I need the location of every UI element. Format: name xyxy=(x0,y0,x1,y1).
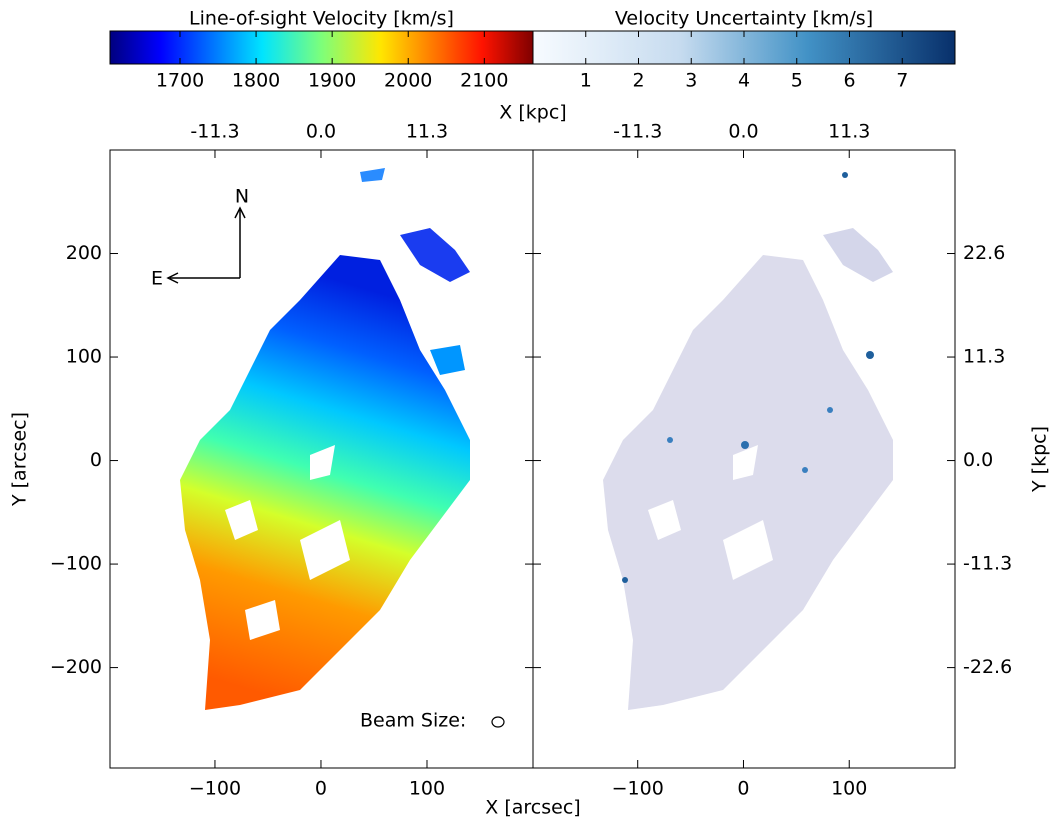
panel-frame xyxy=(532,149,956,769)
x-tick-label: −100 xyxy=(612,778,664,800)
hole xyxy=(245,600,280,640)
x2-tick-label: 11.3 xyxy=(406,121,448,143)
colorbar-label: Velocity Uncertainty [km/s] xyxy=(615,8,873,30)
arrowhead xyxy=(234,206,246,219)
x2-tick-label: -11.3 xyxy=(190,121,239,143)
x-tick-label: 0 xyxy=(315,778,327,800)
velocity-map xyxy=(180,168,470,710)
uncertainty-map xyxy=(603,172,893,710)
y-tick-label: −200 xyxy=(50,656,102,678)
y2-tick-label: 11.3 xyxy=(963,346,1005,368)
colorbar xyxy=(109,30,534,65)
speck xyxy=(866,351,874,359)
colorbar-tick-label: 4 xyxy=(738,70,750,92)
speck xyxy=(741,441,749,449)
speck xyxy=(667,437,673,443)
x2-axis-label: X [kpc] xyxy=(499,102,566,124)
colorbar-tick-label: 5 xyxy=(791,70,803,92)
y-tick-label: −100 xyxy=(50,553,102,575)
hole xyxy=(225,500,258,540)
x-tick-label: 100 xyxy=(409,778,445,800)
speck xyxy=(802,467,808,473)
speck xyxy=(842,172,848,178)
colorbar-tick-label: 6 xyxy=(843,70,855,92)
hole xyxy=(310,445,335,480)
galaxy xyxy=(180,255,470,710)
y2-tick-label: -22.6 xyxy=(963,656,1012,678)
compass-n-label: N xyxy=(235,186,249,208)
speck xyxy=(827,407,833,413)
speck xyxy=(622,577,628,583)
colorbar-tick-label: 3 xyxy=(685,70,697,92)
galaxy-blob xyxy=(360,168,385,182)
y-tick-label: 100 xyxy=(66,346,102,368)
galaxy-blob xyxy=(430,345,465,375)
x2-tick-label: 0.0 xyxy=(728,121,758,143)
y-axis-label: Y [arcsec] xyxy=(9,412,31,507)
galaxy-blob xyxy=(823,228,893,282)
y2-tick-label: 0.0 xyxy=(963,449,993,471)
compass xyxy=(166,206,246,284)
hole xyxy=(723,520,773,580)
beam-ellipse xyxy=(491,716,505,728)
colorbar-tick-label: 2100 xyxy=(460,70,508,92)
y-tick-label: 0 xyxy=(90,449,102,471)
x2-tick-label: 0.0 xyxy=(306,121,336,143)
x-tick-label: 0 xyxy=(737,778,749,800)
colorbar-tick-label: 2 xyxy=(632,70,644,92)
hole xyxy=(733,445,758,480)
x2-tick-label: -11.3 xyxy=(613,121,662,143)
colorbar-tick-label: 1800 xyxy=(232,70,280,92)
hole xyxy=(648,500,681,540)
colorbar-tick-label: 1700 xyxy=(156,70,204,92)
x-tick-label: −100 xyxy=(189,778,241,800)
x-axis-label: X [arcsec] xyxy=(485,797,580,819)
galaxy-blob xyxy=(400,228,470,282)
colorbar-tick-label: 1900 xyxy=(308,70,356,92)
colorbar-tick-label: 7 xyxy=(896,70,908,92)
colorbar-tick-label: 2000 xyxy=(384,70,432,92)
hole xyxy=(300,520,350,580)
y-tick-label: 200 xyxy=(66,242,102,264)
y2-tick-label: 22.6 xyxy=(963,242,1005,264)
colorbar-tick-label: 1 xyxy=(580,70,592,92)
compass-e-label: E xyxy=(151,268,163,290)
y2-tick-label: -11.3 xyxy=(963,553,1012,575)
galaxy xyxy=(603,255,893,710)
colorbar-label: Line-of-sight Velocity [km/s] xyxy=(189,8,454,30)
arrowhead xyxy=(166,272,179,284)
y2-axis-label: Y [kpc] xyxy=(1029,426,1051,493)
x2-tick-label: 11.3 xyxy=(828,121,870,143)
x-tick-label: 100 xyxy=(831,778,867,800)
beam-label: Beam Size: xyxy=(360,710,466,732)
